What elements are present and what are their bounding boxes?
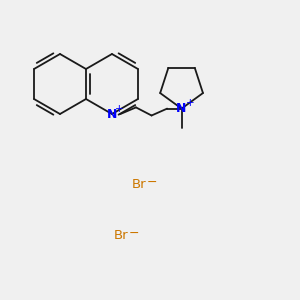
Text: −: − <box>146 176 157 189</box>
Text: +: + <box>186 98 194 108</box>
Text: Br: Br <box>132 178 147 191</box>
Text: N: N <box>176 102 187 115</box>
Text: Br: Br <box>114 229 129 242</box>
Text: −: − <box>128 226 139 240</box>
Text: N: N <box>106 107 117 121</box>
Text: +: + <box>116 104 124 115</box>
